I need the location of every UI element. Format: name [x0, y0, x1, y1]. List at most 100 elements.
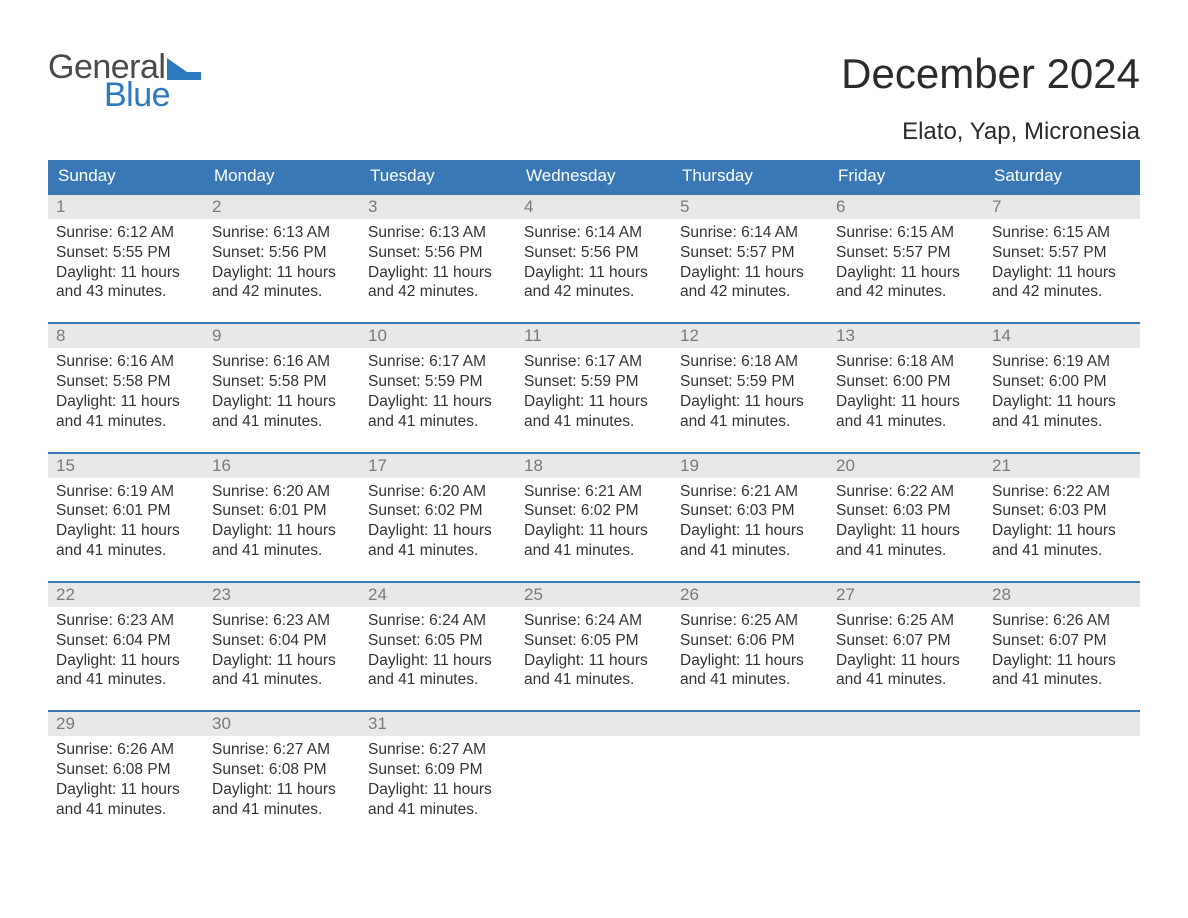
- day-cell: Sunrise: 6:24 AMSunset: 6:05 PMDaylight:…: [360, 607, 516, 696]
- day-number: 31: [360, 712, 516, 736]
- day-cell: [672, 736, 828, 825]
- day-cell: Sunrise: 6:16 AMSunset: 5:58 PMDaylight:…: [204, 348, 360, 437]
- calendar-week: 15161718192021Sunrise: 6:19 AMSunset: 6:…: [48, 452, 1140, 567]
- day-cell-d2: and 41 minutes.: [836, 541, 976, 561]
- day-number: 26: [672, 583, 828, 607]
- day-cell-sunset: Sunset: 6:09 PM: [368, 760, 508, 780]
- day-cell-sunset: Sunset: 5:58 PM: [212, 372, 352, 392]
- day-cell-sunset: Sunset: 5:55 PM: [56, 243, 196, 263]
- day-cell-sunrise: Sunrise: 6:26 AM: [992, 611, 1132, 631]
- day-cell-sunset: Sunset: 6:01 PM: [212, 501, 352, 521]
- day-cell: Sunrise: 6:25 AMSunset: 6:07 PMDaylight:…: [828, 607, 984, 696]
- day-cell-d2: and 42 minutes.: [368, 282, 508, 302]
- day-cell-sunrise: Sunrise: 6:15 AM: [836, 223, 976, 243]
- logo: General Blue: [48, 50, 201, 112]
- day-cell-sunset: Sunset: 6:01 PM: [56, 501, 196, 521]
- day-number: 29: [48, 712, 204, 736]
- day-cell-sunset: Sunset: 5:57 PM: [836, 243, 976, 263]
- day-cell-d1: Daylight: 11 hours: [56, 521, 196, 541]
- day-cell-d2: and 41 minutes.: [836, 670, 976, 690]
- day-number: 20: [828, 454, 984, 478]
- day-number: 4: [516, 195, 672, 219]
- day-cell-sunset: Sunset: 6:07 PM: [836, 631, 976, 651]
- day-number: 23: [204, 583, 360, 607]
- day-cell: Sunrise: 6:19 AMSunset: 6:01 PMDaylight:…: [48, 478, 204, 567]
- day-header-tuesday: Tuesday: [360, 160, 516, 193]
- day-cell-sunset: Sunset: 5:58 PM: [56, 372, 196, 392]
- day-cell: Sunrise: 6:27 AMSunset: 6:08 PMDaylight:…: [204, 736, 360, 825]
- day-cell-sunset: Sunset: 5:56 PM: [212, 243, 352, 263]
- day-cell-d2: and 42 minutes.: [992, 282, 1132, 302]
- day-header-monday: Monday: [204, 160, 360, 193]
- day-cell: Sunrise: 6:15 AMSunset: 5:57 PMDaylight:…: [984, 219, 1140, 308]
- day-cell-d1: Daylight: 11 hours: [212, 521, 352, 541]
- day-cell-d1: Daylight: 11 hours: [680, 263, 820, 283]
- daynum-row: 22232425262728: [48, 583, 1140, 607]
- day-cell: Sunrise: 6:21 AMSunset: 6:03 PMDaylight:…: [672, 478, 828, 567]
- day-number: 25: [516, 583, 672, 607]
- day-cell: [828, 736, 984, 825]
- calendar-week: 1234567Sunrise: 6:12 AMSunset: 5:55 PMDa…: [48, 193, 1140, 308]
- day-cell-sunset: Sunset: 6:02 PM: [524, 501, 664, 521]
- logo-word-blue: Blue: [104, 78, 201, 112]
- day-cell-d1: Daylight: 11 hours: [368, 780, 508, 800]
- content-row: Sunrise: 6:19 AMSunset: 6:01 PMDaylight:…: [48, 478, 1140, 567]
- day-cell-d1: Daylight: 11 hours: [992, 651, 1132, 671]
- logo-flag-icon: [167, 58, 201, 80]
- day-cell-d2: and 41 minutes.: [368, 412, 508, 432]
- day-cell-sunrise: Sunrise: 6:27 AM: [212, 740, 352, 760]
- day-cell-sunrise: Sunrise: 6:14 AM: [680, 223, 820, 243]
- day-header-thursday: Thursday: [672, 160, 828, 193]
- day-cell-sunrise: Sunrise: 6:16 AM: [212, 352, 352, 372]
- day-number: 24: [360, 583, 516, 607]
- day-cell: Sunrise: 6:23 AMSunset: 6:04 PMDaylight:…: [204, 607, 360, 696]
- day-cell-sunrise: Sunrise: 6:27 AM: [368, 740, 508, 760]
- day-cell-d2: and 41 minutes.: [56, 541, 196, 561]
- day-number: 6: [828, 195, 984, 219]
- day-cell-sunset: Sunset: 5:56 PM: [368, 243, 508, 263]
- day-cell-d1: Daylight: 11 hours: [368, 651, 508, 671]
- page-title: December 2024: [841, 50, 1140, 98]
- day-cell-d1: Daylight: 11 hours: [836, 651, 976, 671]
- day-cell-sunrise: Sunrise: 6:22 AM: [992, 482, 1132, 502]
- day-cell-d2: and 41 minutes.: [212, 670, 352, 690]
- day-number: 16: [204, 454, 360, 478]
- day-cell-sunrise: Sunrise: 6:15 AM: [992, 223, 1132, 243]
- day-cell: Sunrise: 6:14 AMSunset: 5:56 PMDaylight:…: [516, 219, 672, 308]
- day-cell: Sunrise: 6:20 AMSunset: 6:02 PMDaylight:…: [360, 478, 516, 567]
- day-number: 30: [204, 712, 360, 736]
- day-cell-sunrise: Sunrise: 6:18 AM: [680, 352, 820, 372]
- day-cell-d2: and 41 minutes.: [992, 541, 1132, 561]
- day-cell-d2: and 41 minutes.: [524, 670, 664, 690]
- day-cell-sunset: Sunset: 5:56 PM: [524, 243, 664, 263]
- day-cell: Sunrise: 6:26 AMSunset: 6:07 PMDaylight:…: [984, 607, 1140, 696]
- day-cell-sunset: Sunset: 6:04 PM: [56, 631, 196, 651]
- day-cell-sunset: Sunset: 5:59 PM: [680, 372, 820, 392]
- content-row: Sunrise: 6:26 AMSunset: 6:08 PMDaylight:…: [48, 736, 1140, 825]
- day-cell-sunset: Sunset: 5:57 PM: [992, 243, 1132, 263]
- weeks-container: 1234567Sunrise: 6:12 AMSunset: 5:55 PMDa…: [48, 193, 1140, 826]
- day-cell: [516, 736, 672, 825]
- day-cell-d1: Daylight: 11 hours: [368, 263, 508, 283]
- day-cell: Sunrise: 6:15 AMSunset: 5:57 PMDaylight:…: [828, 219, 984, 308]
- daynum-row: 1234567: [48, 195, 1140, 219]
- day-cell-d2: and 41 minutes.: [212, 541, 352, 561]
- day-cell-d2: and 41 minutes.: [212, 412, 352, 432]
- day-cell-sunset: Sunset: 6:04 PM: [212, 631, 352, 651]
- day-number: 8: [48, 324, 204, 348]
- day-cell: Sunrise: 6:12 AMSunset: 5:55 PMDaylight:…: [48, 219, 204, 308]
- day-cell-d2: and 41 minutes.: [56, 670, 196, 690]
- day-cell-d2: and 41 minutes.: [368, 670, 508, 690]
- day-number: 11: [516, 324, 672, 348]
- day-cell-sunrise: Sunrise: 6:21 AM: [524, 482, 664, 502]
- day-cell-d1: Daylight: 11 hours: [836, 521, 976, 541]
- day-cell-d1: Daylight: 11 hours: [992, 521, 1132, 541]
- day-cell-d1: Daylight: 11 hours: [524, 521, 664, 541]
- day-cell-d2: and 41 minutes.: [368, 800, 508, 820]
- day-cell-sunrise: Sunrise: 6:22 AM: [836, 482, 976, 502]
- day-cell-d1: Daylight: 11 hours: [56, 780, 196, 800]
- header-row: General Blue December 2024: [48, 50, 1140, 112]
- day-cell-sunset: Sunset: 6:00 PM: [836, 372, 976, 392]
- day-cell-d1: Daylight: 11 hours: [680, 392, 820, 412]
- day-cell-d2: and 41 minutes.: [992, 670, 1132, 690]
